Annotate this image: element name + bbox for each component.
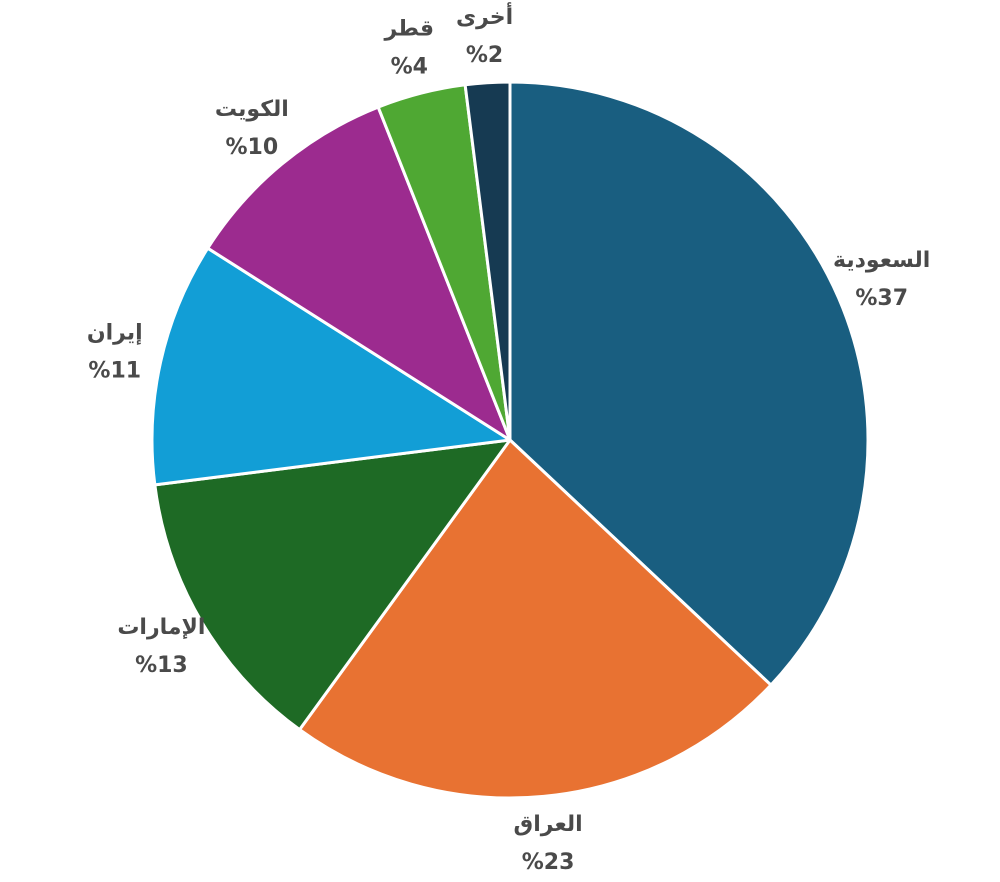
- slice-label: إيران: [87, 321, 143, 346]
- slice-value-label: %4: [391, 55, 428, 80]
- slice-label: أخرى: [456, 1, 513, 30]
- slice-value-label: %11: [88, 359, 141, 384]
- slice-value-label: %13: [135, 653, 188, 678]
- slice-label: السعودية: [833, 248, 930, 273]
- slice-value-label: %10: [226, 135, 279, 160]
- slice-label: الإمارات: [117, 615, 205, 640]
- pie-slice: [206, 105, 512, 442]
- slice-value-label: %23: [522, 850, 575, 875]
- slice-label: العراق: [514, 812, 583, 837]
- pie-slice: [298, 438, 773, 800]
- slice-label: قطر: [384, 17, 435, 42]
- pie-slice: [150, 246, 512, 487]
- pie-slice: [508, 80, 870, 687]
- pie-slice: [463, 80, 512, 442]
- slice-value-label: %37: [855, 286, 908, 311]
- slice-label: الكويت: [215, 97, 289, 122]
- slice-value-label: %2: [466, 43, 503, 68]
- pie-slice: [153, 438, 512, 732]
